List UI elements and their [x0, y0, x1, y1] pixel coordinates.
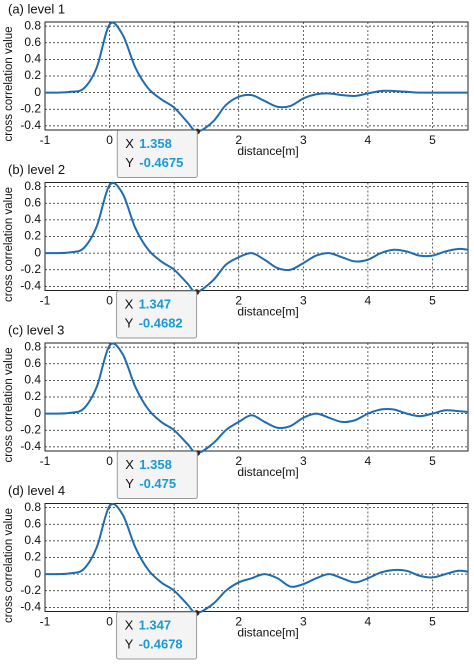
- x-tick-label: 2: [235, 133, 242, 147]
- plot-frame: [44, 503, 469, 612]
- datatip-x-value: 1.358: [139, 457, 172, 472]
- x-tick-label: 5: [429, 133, 436, 147]
- x-tick-label: 2: [235, 294, 242, 308]
- datatip-x-value: 1.347: [139, 617, 172, 632]
- y-tick-label: 0.2: [24, 389, 41, 403]
- x-tick-label: 2: [235, 454, 242, 468]
- x-tick-label: 0: [106, 133, 113, 147]
- y-tick-label: 0: [34, 85, 41, 99]
- y-tick-label: 0.6: [24, 35, 41, 49]
- datatip-y-value: -0.475: [139, 476, 176, 491]
- x-tick-label: 3: [300, 454, 307, 468]
- datatip-y-value: -0.4675: [139, 155, 183, 170]
- datatip-x-label: X: [125, 617, 134, 632]
- y-tick-label: 0.4: [24, 373, 41, 387]
- plot-area: [45, 343, 468, 451]
- y-tick-label: 0.4: [24, 52, 41, 66]
- x-axis-label: distance[m]: [237, 305, 298, 319]
- y-axis-label: cross correlation value: [3, 508, 15, 623]
- x-axis-label: distance[m]: [237, 144, 298, 158]
- panel-title: (c) level 3: [8, 322, 64, 337]
- plot-frame: [44, 21, 469, 131]
- y-tick-label: 0.2: [24, 229, 41, 243]
- y-tick-label: 0.8: [24, 18, 41, 32]
- datatip-y-label: Y: [125, 476, 134, 491]
- data-line: [44, 342, 469, 455]
- datatip-box: [116, 130, 198, 178]
- datatip-x-label: X: [125, 136, 134, 151]
- x-axis-label: distance[m]: [237, 626, 298, 640]
- plot-area: [45, 22, 468, 130]
- y-tick-label: 0.6: [24, 356, 41, 370]
- y-axis-label: cross correlation value: [3, 347, 15, 462]
- x-tick-label: -1: [40, 615, 51, 629]
- datatip-y-value: -0.4678: [139, 636, 183, 651]
- x-tick-label: 2: [235, 615, 242, 629]
- x-tick-label: 5: [429, 294, 436, 308]
- y-tick-label: 0: [34, 406, 41, 420]
- y-tick-label: 0: [34, 245, 41, 259]
- datatip-x-label: X: [125, 296, 134, 311]
- x-tick-label: -1: [40, 294, 51, 308]
- datatip-x-value: 1.358: [139, 136, 172, 151]
- x-tick-label: 0: [106, 615, 113, 629]
- y-tick-label: 0.6: [24, 516, 41, 530]
- x-axis-label: distance[m]: [237, 465, 298, 479]
- plot-area: [45, 182, 468, 291]
- datatip-y-label: Y: [125, 636, 134, 651]
- x-tick-label: 5: [429, 615, 436, 629]
- datatip-x-value: 1.347: [139, 296, 172, 311]
- plot-frame: [44, 342, 469, 452]
- datatip-y-value: -0.4682: [139, 315, 183, 330]
- y-tick-label: -0.2: [20, 262, 41, 276]
- x-tick-label: 4: [365, 294, 372, 308]
- data-line: [44, 181, 469, 294]
- x-tick-label: 4: [365, 133, 372, 147]
- data-line: [44, 21, 468, 133]
- plot-area: [45, 503, 468, 612]
- x-tick-label: 4: [365, 454, 372, 468]
- y-tick-label: 0.2: [24, 68, 41, 82]
- plot-frame: [44, 182, 469, 291]
- datatip-x-label: X: [125, 457, 134, 472]
- datatip-y-label: Y: [125, 315, 134, 330]
- x-tick-label: 4: [365, 615, 372, 629]
- x-tick-label: 5: [429, 454, 436, 468]
- x-tick-label: 0: [106, 294, 113, 308]
- datatip-box: [116, 611, 198, 660]
- y-tick-label: 0.8: [24, 339, 41, 353]
- y-tick-label: -0.2: [20, 583, 41, 597]
- y-tick-label: 0: [34, 566, 41, 580]
- y-tick-label: -0.4: [20, 439, 41, 453]
- data-line: [44, 503, 469, 614]
- y-tick-label: 0.4: [24, 212, 41, 226]
- x-tick-label: 3: [300, 615, 307, 629]
- y-tick-label: 0.8: [24, 500, 41, 514]
- x-tick-label: -1: [40, 133, 51, 147]
- y-tick-label: 0.4: [24, 533, 41, 547]
- datatip-box: [116, 290, 198, 339]
- y-tick-label: 0.8: [24, 179, 41, 193]
- y-tick-label: -0.4: [20, 118, 41, 132]
- datatip-y-label: Y: [125, 155, 134, 170]
- y-axis-label: cross correlation value: [3, 187, 15, 302]
- y-tick-label: -0.4: [20, 279, 41, 293]
- x-tick-label: 0: [106, 454, 113, 468]
- panel-title: (b) level 2: [8, 162, 65, 177]
- y-tick-label: 0.6: [24, 195, 41, 209]
- x-tick-label: 3: [300, 294, 307, 308]
- panel-title: (d) level 4: [8, 483, 65, 498]
- y-tick-label: -0.2: [20, 422, 41, 436]
- y-axis-label: cross correlation value: [3, 26, 15, 141]
- y-tick-label: 0.2: [24, 550, 41, 564]
- y-tick-label: -0.2: [20, 101, 41, 115]
- x-tick-label: 3: [300, 133, 307, 147]
- y-tick-label: -0.4: [20, 600, 41, 614]
- panel-title: (a) level 1: [8, 1, 65, 16]
- x-tick-label: -1: [40, 454, 51, 468]
- datatip-box: [116, 451, 198, 499]
